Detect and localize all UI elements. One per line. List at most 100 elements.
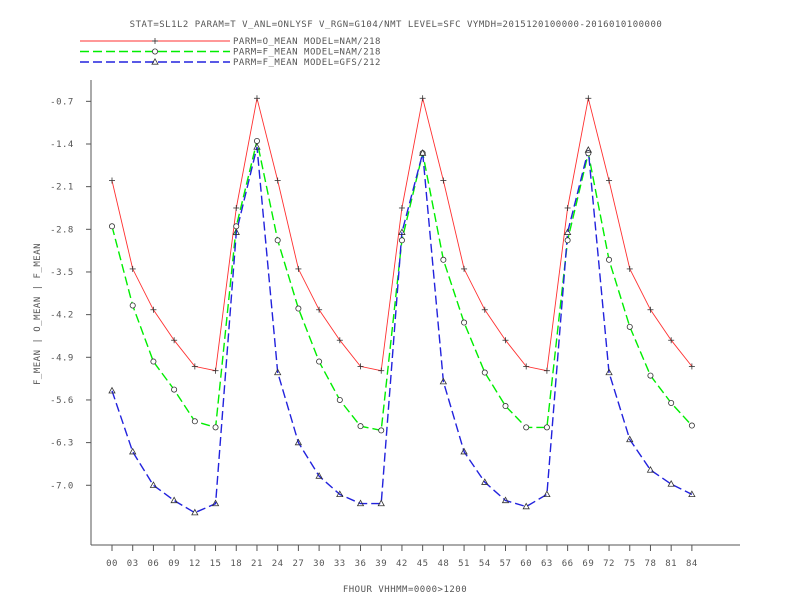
x-tick-label: 30 xyxy=(313,559,325,569)
data-point-series-2 xyxy=(398,228,406,235)
data-point-series-0 xyxy=(461,265,468,272)
x-tick-label: 54 xyxy=(479,559,491,569)
data-point-series-2 xyxy=(501,496,510,504)
data-point-series-0 xyxy=(668,337,675,344)
data-point-series-1 xyxy=(316,358,323,365)
data-point-series-1 xyxy=(440,256,447,263)
data-point-series-2 xyxy=(522,502,530,510)
data-point-series-0 xyxy=(398,204,405,211)
x-tick-label: 18 xyxy=(230,559,242,569)
data-point-series-2 xyxy=(439,377,448,385)
data-point-series-1 xyxy=(274,237,281,244)
data-point-series-2 xyxy=(605,368,613,376)
data-point-series-2 xyxy=(294,438,303,446)
data-point-series-2 xyxy=(211,499,220,507)
data-point-series-2 xyxy=(667,480,675,487)
data-point-series-0 xyxy=(357,363,364,370)
x-tick-label: 06 xyxy=(147,559,159,569)
x-tick-label: 00 xyxy=(106,559,118,569)
legend-marker-1 xyxy=(151,48,158,55)
y-tick-label: -2.8 xyxy=(50,225,74,235)
data-point-series-0 xyxy=(585,95,592,102)
data-point-series-2 xyxy=(108,386,116,394)
data-point-series-0 xyxy=(212,367,219,374)
data-point-series-1 xyxy=(129,302,136,309)
data-point-series-2 xyxy=(232,228,240,235)
legend-marker-0 xyxy=(152,38,158,44)
data-point-series-1 xyxy=(398,237,405,244)
legend-label-1: PARM=F_MEAN MODEL=NAM/218 xyxy=(233,48,381,58)
x-tick-label: 27 xyxy=(292,559,304,569)
data-point-series-1 xyxy=(336,396,343,403)
data-point-series-1 xyxy=(688,422,695,429)
plot-area: -0.7 -1.4 -2.1 -2.8 -3.5 -4.2 -4.9 -5.6 -6.3 -7.0… xyxy=(50,80,740,569)
x-tick-label: 78 xyxy=(645,559,657,569)
x-tick-label: 33 xyxy=(334,559,346,569)
data-point-series-2 xyxy=(481,478,489,485)
x-tick-label: 57 xyxy=(500,559,512,569)
x-tick-label: 45 xyxy=(417,559,429,569)
data-point-series-0 xyxy=(647,306,654,313)
y-tick-label: -4.2 xyxy=(50,311,74,321)
data-point-series-0 xyxy=(316,306,323,313)
data-point-series-1 xyxy=(191,418,198,425)
data-point-series-1 xyxy=(378,427,385,434)
x-tick-label: 09 xyxy=(168,559,180,569)
chart-title: STAT=SL1L2 PARAM=T V_ANL=ONLYSF V_RGN=G1… xyxy=(130,20,663,30)
data-point-series-2 xyxy=(336,490,344,498)
data-point-series-0 xyxy=(109,177,115,184)
data-point-series-1 xyxy=(253,137,260,144)
data-point-series-2 xyxy=(170,496,178,504)
data-point-series-2 xyxy=(377,499,385,507)
x-tick-label: 60 xyxy=(520,559,532,569)
data-point-series-2 xyxy=(149,481,158,488)
data-point-series-2 xyxy=(688,490,696,498)
legend-label-2: PARM=F_MEAN MODEL=GFS/212 xyxy=(233,58,381,68)
data-point-series-1 xyxy=(502,403,509,410)
data-point-series-2 xyxy=(418,149,427,156)
data-point-series-0 xyxy=(171,337,178,344)
y-tick-label: -7.0 xyxy=(50,481,74,491)
data-point-series-1 xyxy=(109,223,116,230)
data-point-series-2 xyxy=(274,368,282,376)
data-point-series-1 xyxy=(357,423,364,430)
y-tick-label: -3.5 xyxy=(50,268,74,278)
data-point-series-0 xyxy=(440,177,447,184)
data-point-series-1 xyxy=(585,150,592,157)
y-tick-label: -1.4 xyxy=(50,140,74,150)
data-point-series-0 xyxy=(523,363,530,370)
data-point-series-2 xyxy=(460,447,468,455)
data-point-series-0 xyxy=(378,367,385,374)
y-axis-ticks: -0.7 -1.4 -2.1 -2.8 -3.5 -4.2 -4.9 -5.6 -6.3 -7.0 xyxy=(50,97,91,491)
data-point-series-0 xyxy=(274,177,281,184)
data-point-series-0 xyxy=(253,95,260,102)
x-tick-label: 24 xyxy=(272,559,284,569)
data-point-series-1 xyxy=(171,386,178,393)
data-point-series-0 xyxy=(150,306,157,313)
data-point-series-0 xyxy=(606,177,613,184)
data-point-series-1 xyxy=(481,369,488,376)
data-point-series-2 xyxy=(253,143,261,150)
legend-marker-2 xyxy=(151,57,159,65)
y-tick-label: -4.9 xyxy=(50,353,74,363)
series-lines xyxy=(111,98,693,514)
data-point-series-0 xyxy=(336,337,343,344)
data-point-series-1 xyxy=(543,424,550,431)
x-tick-label: 48 xyxy=(437,559,449,569)
data-point-series-2 xyxy=(646,466,655,473)
x-tick-label: 03 xyxy=(127,559,139,569)
x-tick-label: 81 xyxy=(665,559,677,569)
data-point-series-2 xyxy=(315,472,323,479)
legend-label-0: PARM=O_MEAN MODEL=NAM/218 xyxy=(233,37,381,47)
x-tick-label: 84 xyxy=(686,559,698,569)
data-point-series-1 xyxy=(233,223,240,230)
x-tick-label: 66 xyxy=(562,559,574,569)
y-tick-label: -2.1 xyxy=(50,183,74,193)
x-axis-label: FHOUR VHHMM=0000>1200 xyxy=(343,585,467,595)
data-point-series-2 xyxy=(563,228,572,235)
data-point-series-2 xyxy=(584,146,593,153)
x-tick-label: 69 xyxy=(582,559,594,569)
y-axis-label: F_MEAN | O_MEAN | F_MEAN xyxy=(33,243,43,385)
